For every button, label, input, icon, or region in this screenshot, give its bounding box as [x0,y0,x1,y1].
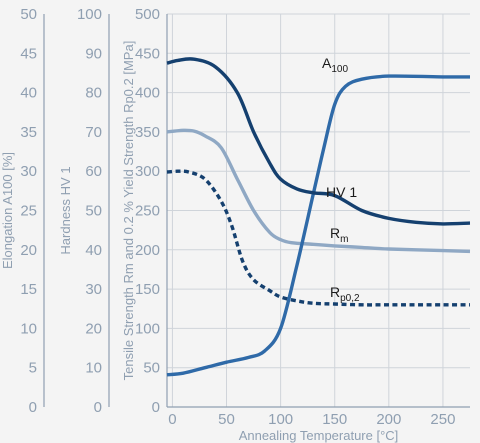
tick-hard: 50 [85,203,102,220]
axis-titles: Annealing Temperature [°C] Elongation A1… [0,41,398,443]
tick-hard: 20 [85,320,102,337]
series-line-hv1 [166,57,471,226]
tick-strength: 400 [135,85,160,102]
tick-hard: 100 [77,6,102,23]
x-axis-title: Annealing Temperature [°C] [239,428,399,443]
tick-hard: 10 [85,360,102,377]
tick-elong: 10 [20,320,37,337]
tick-strength: 0 [152,399,160,416]
x-tick: 200 [376,411,401,428]
tick-elong: 25 [20,203,37,220]
tick-elong: 35 [20,124,37,141]
series-line-rp02 [166,169,470,307]
series-lines [166,57,471,377]
series-label-rp02: Rp0,2 [330,284,360,304]
tick-hard: 90 [85,45,102,62]
tick-hard: 30 [85,281,102,298]
tick-strength: 100 [135,320,160,337]
tick-elong: 15 [20,281,37,298]
tick-strength: 150 [135,281,160,298]
tick-strength: 500 [135,6,160,23]
series-label-rm: Rm [330,225,348,245]
series-line-a100 [166,74,471,377]
grid [167,13,470,408]
x-tick: 100 [268,411,293,428]
tick-hard: 40 [85,242,102,259]
tick-strength: 50 [143,360,160,377]
x-tick: 150 [322,411,347,428]
tick-elong: 40 [20,85,37,102]
tick-labels: 0510152025303540455001020304050607080901… [20,6,455,428]
tick-hard: 80 [85,85,102,102]
tick-strength: 250 [135,203,160,220]
x-tick: 0 [168,411,176,428]
axes [43,14,470,408]
tick-elong: 20 [20,242,37,259]
tick-strength: 200 [135,242,160,259]
elongation-axis-title: Elongation A100 [%] [0,152,15,269]
hardness-axis-title: Hardness HV 1 [58,166,73,254]
tick-strength: 350 [135,124,160,141]
x-tick: 250 [430,411,455,428]
tick-elong: 30 [20,163,37,180]
x-tick: 50 [218,411,235,428]
tick-strength: 450 [135,45,160,62]
series-labels: A100 HV 1 Rm Rp0,2 [322,55,360,304]
series-line-rm [166,128,471,254]
series-label-hv1: HV 1 [326,184,357,200]
tick-elong: 5 [29,360,37,377]
strength-axis-title: Tensile Strength Rm and 0.2 % Yield Stre… [121,41,136,381]
tick-elong: 0 [29,399,37,416]
tick-elong: 50 [20,6,37,23]
tick-hard: 60 [85,163,102,180]
tick-hard: 70 [85,124,102,141]
tick-strength: 300 [135,163,160,180]
series-label-a100: A100 [322,55,348,75]
tick-hard: 0 [94,399,102,416]
tick-elong: 45 [20,45,37,62]
